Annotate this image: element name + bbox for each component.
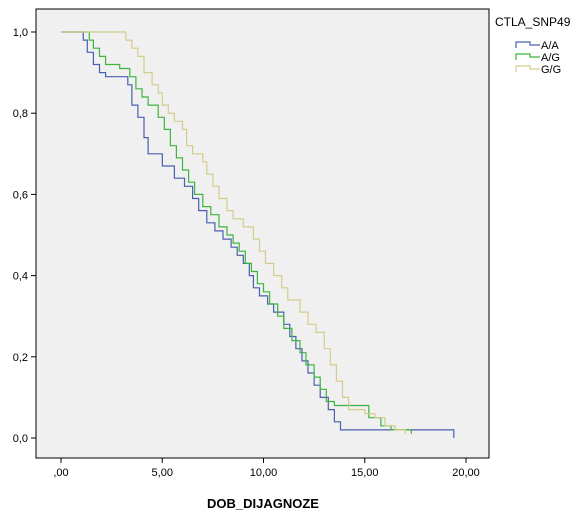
- legend-title: CTLA_SNP49: [495, 15, 571, 29]
- y-tick-label: 0,0: [13, 433, 28, 445]
- legend: CTLA_SNP49 A/AA/GG/G: [495, 15, 571, 76]
- x-tick-label: 15,00: [351, 467, 379, 479]
- x-tick-label: 5,00: [152, 467, 173, 479]
- x-tick-label: 20,00: [452, 467, 480, 479]
- legend-items: A/AA/GG/G: [515, 40, 561, 76]
- x-axis: ,00 5,00 10,00 15,00 20,00: [53, 458, 480, 479]
- y-axis: 0,0 0,2 0,4 0,6 0,8 1,0: [13, 27, 36, 445]
- x-tick-label: ,00: [53, 467, 68, 479]
- legend-label: G/G: [541, 64, 561, 76]
- legend-label: A/A: [541, 40, 559, 52]
- y-tick-label: 0,2: [13, 352, 28, 364]
- legend-label: A/G: [541, 52, 560, 64]
- y-tick-label: 0,6: [13, 189, 28, 201]
- y-tick-label: 0,4: [13, 271, 28, 283]
- y-tick-label: 0,8: [13, 108, 28, 120]
- series-line-g-g: [61, 31, 406, 434]
- legend-swatch: [515, 53, 540, 60]
- x-tick-label: 10,00: [250, 467, 278, 479]
- legend-swatch: [515, 41, 540, 48]
- legend-swatch: [515, 65, 540, 72]
- series-line-a-a: [61, 31, 455, 438]
- series-layer: [61, 31, 455, 438]
- y-tick-label: 1,0: [13, 27, 28, 39]
- series-line-a-g: [61, 31, 412, 434]
- x-axis-title: DOB_DIJAGNOZE: [207, 496, 319, 511]
- plot-area: [35, 8, 490, 459]
